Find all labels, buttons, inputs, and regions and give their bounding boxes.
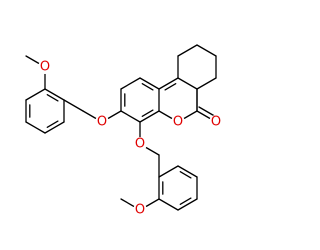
bond [139,110,160,123]
double-bond-line [164,83,177,91]
atom-label: O [211,115,221,130]
bond [158,198,179,211]
atom-label: O [173,115,183,130]
bond [196,77,217,90]
double-bond-line [179,197,192,205]
bond [196,44,217,57]
double-bond-line [141,83,154,91]
atom-label: O [135,203,145,218]
bond [120,110,141,123]
label-background [209,115,223,129]
bond [25,88,46,101]
bond [25,121,46,134]
bond [177,198,198,211]
bond [158,77,179,90]
label-background [133,137,147,151]
bond [139,77,160,90]
label-background [133,203,147,217]
atom-label: O [40,60,50,75]
double-bond-line [46,94,59,102]
double-bond-line [46,120,59,128]
bond [120,77,141,90]
molecule-diagram: O O O O O O [25,44,223,218]
bond [177,44,198,57]
bond [44,121,65,134]
bond [158,165,179,178]
atom-label: O [97,115,107,130]
atom-label: O [135,137,145,152]
bond [177,77,198,90]
label-background [95,115,109,129]
label-background [38,60,52,74]
double-bond-line [141,109,154,117]
label-background [171,115,185,129]
double-bond-line [179,171,192,179]
bond [63,99,84,112]
bond [44,88,65,101]
bond [177,165,198,178]
